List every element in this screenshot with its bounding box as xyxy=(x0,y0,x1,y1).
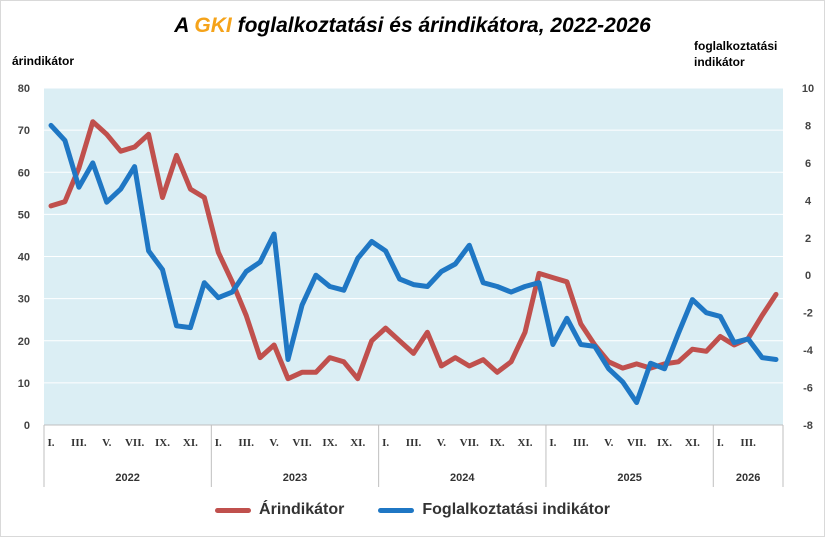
x-tick-label: III. xyxy=(406,437,422,449)
year-label: 2022 xyxy=(115,472,139,484)
right-tick-label: -2 xyxy=(803,308,813,320)
title-brand: GKI xyxy=(194,14,232,37)
x-tick-label: III. xyxy=(71,437,87,449)
legend-swatch-price xyxy=(215,507,252,513)
x-tick-label: I. xyxy=(717,437,724,449)
legend-swatch-employment xyxy=(378,507,415,513)
x-tick-label: XI. xyxy=(518,437,533,449)
x-tick-label: IX. xyxy=(155,437,170,449)
left-tick-label: 30 xyxy=(18,294,30,306)
legend-item-employment: Foglalkoztatási indikátor xyxy=(378,501,610,519)
right-tick-label: 6 xyxy=(805,158,811,170)
right-tick-label: 4 xyxy=(805,195,812,207)
x-tick-label: V. xyxy=(269,437,279,449)
x-tick-label: XI. xyxy=(685,437,700,449)
x-tick-label: I. xyxy=(215,437,222,449)
x-tick-label: V. xyxy=(437,437,447,449)
right-tick-label: -8 xyxy=(803,420,813,432)
series-line-employment xyxy=(48,122,779,405)
x-tick-label: XI. xyxy=(350,437,365,449)
x-tick-label: III. xyxy=(238,437,254,449)
x-tick-label: XI. xyxy=(183,437,198,449)
year-label: 2025 xyxy=(617,472,641,484)
right-tick-label: 8 xyxy=(805,120,811,132)
x-tick-label: I. xyxy=(47,437,54,449)
x-tick-label: III. xyxy=(740,437,756,449)
x-tick-label: I. xyxy=(382,437,389,449)
x-tick-label: IX. xyxy=(657,437,672,449)
year-label: 2024 xyxy=(450,472,475,484)
x-tick-label: VII. xyxy=(292,437,312,449)
left-tick-label: 0 xyxy=(24,420,30,432)
left-tick-label: 20 xyxy=(18,336,30,348)
x-tick-label: VII. xyxy=(460,437,480,449)
left-tick-label: 80 xyxy=(18,83,30,95)
x-tick-label: IX. xyxy=(490,437,505,449)
x-tick-label: I. xyxy=(549,437,556,449)
right-tick-label: -6 xyxy=(803,383,813,395)
left-axis-label: árindikátor xyxy=(12,54,75,68)
right-tick-label: 10 xyxy=(802,83,814,95)
left-tick-label: 70 xyxy=(18,125,30,137)
legend: Árindikátor Foglalkoztatási indikátor xyxy=(0,501,825,519)
left-tick-label: 40 xyxy=(18,252,30,264)
year-label: 2026 xyxy=(736,472,760,484)
x-tick-label: IX. xyxy=(322,437,337,449)
chart-title: A GKI foglalkoztatási és árindikátora, 2… xyxy=(174,14,651,37)
left-tick-label: 10 xyxy=(18,378,30,390)
legend-item-price: Árindikátor xyxy=(215,501,344,519)
right-tick-label: 0 xyxy=(805,270,811,282)
left-tick-label: 60 xyxy=(18,167,30,179)
x-tick-label: V. xyxy=(604,437,614,449)
right-axis-label: foglalkoztatási indikátor xyxy=(694,39,778,69)
right-tick-label: -4 xyxy=(803,345,814,357)
x-tick-label: VII. xyxy=(125,437,145,449)
x-tick-label: VII. xyxy=(627,437,647,449)
x-tick-label: V. xyxy=(102,437,112,449)
legend-label-price: Árindikátor xyxy=(259,501,345,518)
left-tick-label: 50 xyxy=(18,209,30,221)
x-tick-label: III. xyxy=(573,437,589,449)
year-label: 2023 xyxy=(283,472,307,484)
right-tick-label: 2 xyxy=(805,233,811,245)
legend-label-employment: Foglalkoztatási indikátor xyxy=(422,501,610,518)
